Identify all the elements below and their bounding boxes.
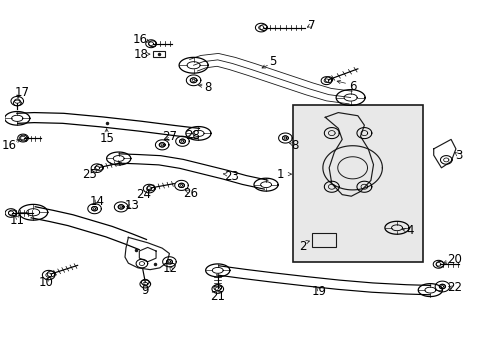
Text: 3: 3 xyxy=(455,149,462,162)
Text: 18: 18 xyxy=(133,48,148,60)
Text: 21: 21 xyxy=(210,290,225,303)
Text: 9: 9 xyxy=(141,284,148,297)
Text: 19: 19 xyxy=(311,285,326,298)
Text: 13: 13 xyxy=(124,199,140,212)
Text: 28: 28 xyxy=(185,129,200,142)
Text: 10: 10 xyxy=(39,276,54,289)
Text: 17: 17 xyxy=(15,86,29,99)
Bar xyxy=(292,105,422,262)
Bar xyxy=(152,50,165,57)
Text: 5: 5 xyxy=(269,55,276,68)
Text: 4: 4 xyxy=(406,224,413,238)
Text: 16: 16 xyxy=(133,32,148,46)
Text: 15: 15 xyxy=(99,131,114,145)
Text: 22: 22 xyxy=(446,281,461,294)
Text: 20: 20 xyxy=(446,253,461,266)
Text: 6: 6 xyxy=(348,80,356,93)
Text: 25: 25 xyxy=(82,168,97,181)
Text: 27: 27 xyxy=(162,130,177,144)
Text: 26: 26 xyxy=(183,187,197,200)
Text: 1: 1 xyxy=(276,168,284,181)
Bar xyxy=(311,233,335,247)
Text: 16: 16 xyxy=(1,139,17,152)
Text: 2: 2 xyxy=(299,240,306,253)
Text: 12: 12 xyxy=(163,262,178,275)
Text: 24: 24 xyxy=(136,188,151,201)
Text: 8: 8 xyxy=(291,139,298,152)
Text: 14: 14 xyxy=(89,195,104,208)
Text: 8: 8 xyxy=(204,81,211,94)
Text: 11: 11 xyxy=(10,214,25,227)
Text: 23: 23 xyxy=(224,170,238,183)
Text: 7: 7 xyxy=(307,19,315,32)
